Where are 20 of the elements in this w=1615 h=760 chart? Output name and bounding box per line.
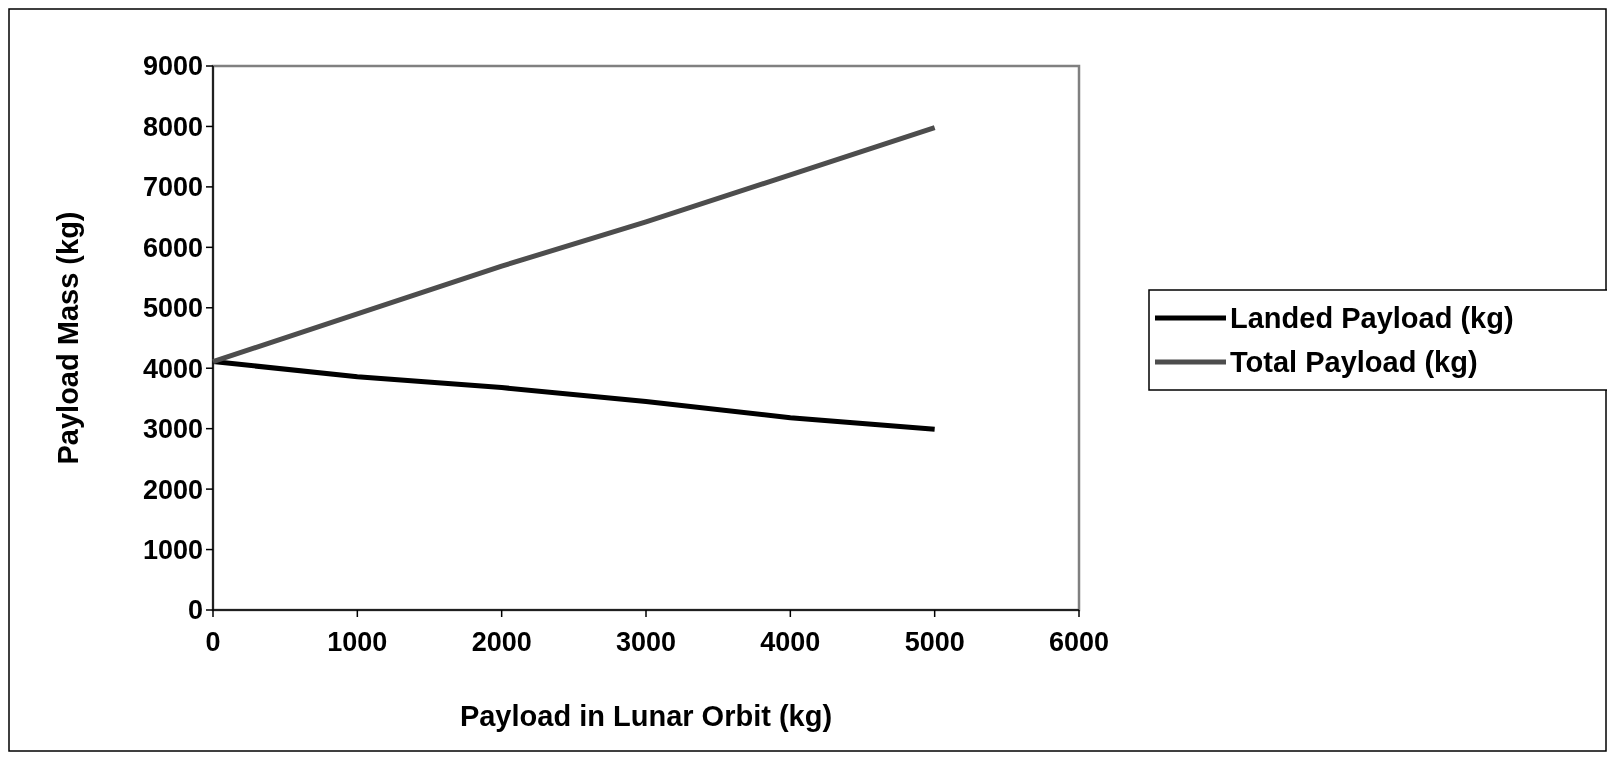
- x-tick-label: 2000: [471, 627, 532, 657]
- x-tick-label: 1000: [327, 627, 388, 657]
- y-tick-label: 5000: [142, 293, 203, 324]
- x-tick-label: 6000: [1048, 627, 1110, 657]
- x-tick-label: 3000: [615, 627, 677, 657]
- x-tick-label: 5000: [904, 627, 965, 657]
- y-tick-label: 9000: [142, 51, 203, 82]
- y-tick-label: 2000: [142, 474, 203, 505]
- x-tick-label: 4000: [760, 627, 821, 657]
- y-tick-label: 8000: [142, 111, 203, 142]
- legend-label: Total Payload (kg): [1230, 346, 1478, 379]
- x-axis-title: Payload in Lunar Orbit (kg): [459, 700, 833, 732]
- y-tick-label: 6000: [142, 232, 203, 263]
- y-tick-label: 0: [187, 595, 203, 626]
- y-tick-label: 3000: [142, 414, 203, 445]
- y-tick-label: 4000: [142, 353, 203, 384]
- y-tick-label: 1000: [142, 535, 203, 566]
- y-tick-label: 7000: [142, 172, 203, 203]
- y-axis-title: Payload Mass (kg): [52, 211, 84, 465]
- legend-label: Landed Payload (kg): [1230, 302, 1514, 335]
